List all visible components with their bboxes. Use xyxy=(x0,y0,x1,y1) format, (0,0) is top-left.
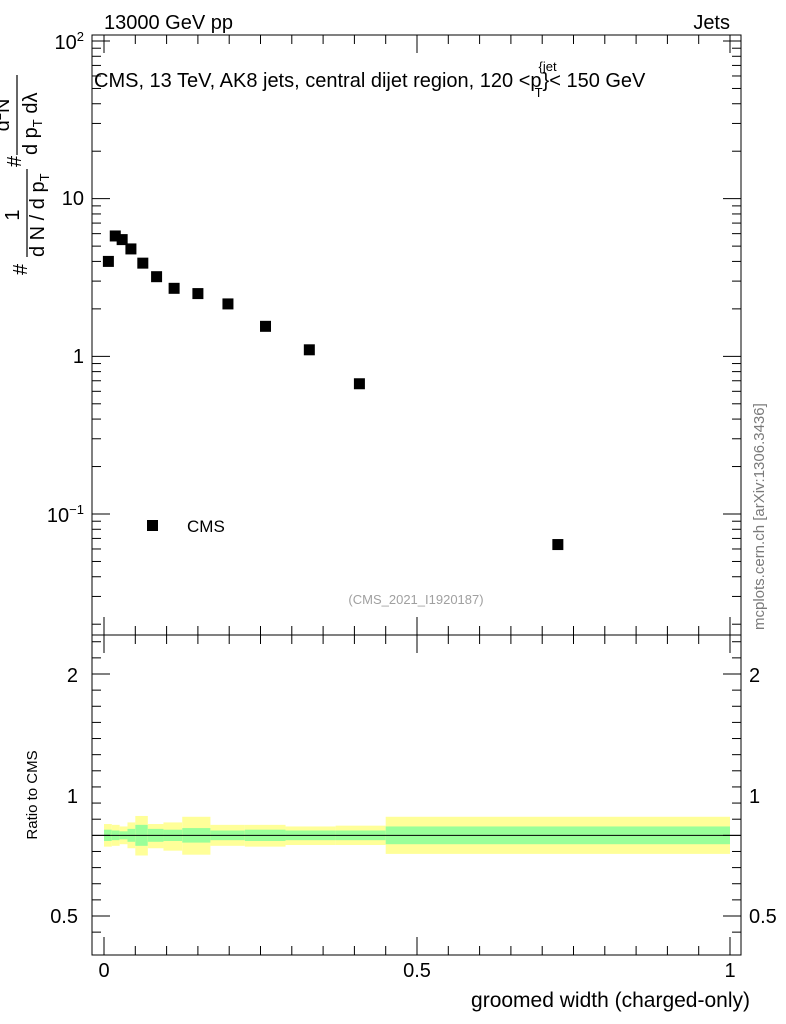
main-data-points xyxy=(102,230,564,551)
data-point xyxy=(137,257,149,269)
ratio-tick-2-right: 2 xyxy=(749,665,760,687)
svg-text:d pT dλ: d pT dλ xyxy=(20,93,45,155)
data-point xyxy=(151,271,163,283)
ratio-tick-2-left: 2 xyxy=(67,665,78,687)
main-plot-frame xyxy=(91,34,742,636)
analysis-watermark: (CMS_2021_I1920187) xyxy=(348,592,483,607)
main-y-tick-labels: 102 10 1 10−1 xyxy=(47,29,84,527)
data-point xyxy=(125,243,137,255)
x-tick-labels: 0 0.5 1 xyxy=(98,960,735,982)
y-tick-label-100: 102 xyxy=(55,29,84,54)
ratio-tick-1-left: 1 xyxy=(67,786,78,808)
source-side-label: mcplots.cern.ch [arXiv:1306.3436] xyxy=(751,403,768,630)
ratio-y-tick-labels: 2 1 0.5 2 1 0.5 xyxy=(50,665,777,928)
ratio-tick-1-right: 1 xyxy=(749,786,760,808)
data-point xyxy=(303,344,315,356)
x-axis-label: groomed width (charged-only) xyxy=(471,989,750,1012)
main-y-axis-label: # 1 d N / d pT # d2N d pT dλ xyxy=(0,75,52,275)
svg-text:d2N: d2N xyxy=(0,99,14,132)
data-point xyxy=(168,282,180,294)
svg-text:d N / d pT: d N / d pT xyxy=(27,173,52,257)
ratio-y-axis-label: Ratio to CMS xyxy=(24,750,41,839)
main-ticks xyxy=(92,35,741,635)
header-left: 13000 GeV pp xyxy=(104,12,233,34)
ratio-tick-0-5-right: 0.5 xyxy=(749,906,777,928)
ratio-plot-frame xyxy=(91,634,742,956)
ratio-ticks xyxy=(92,635,741,955)
data-point xyxy=(353,378,365,390)
header-right: Jets xyxy=(693,12,730,34)
data-point xyxy=(109,230,121,242)
data-point xyxy=(192,288,204,300)
data-point xyxy=(552,539,564,551)
x-tick-0: 0 xyxy=(98,960,109,982)
data-point xyxy=(102,255,114,267)
y-tick-label-1: 1 xyxy=(73,346,84,368)
legend-marker xyxy=(147,520,158,531)
x-tick-0-5: 0.5 xyxy=(403,960,431,982)
y-tick-label-0-1: 10−1 xyxy=(47,502,84,527)
data-point xyxy=(116,234,128,246)
data-point xyxy=(222,298,234,310)
svg-text:#: # xyxy=(4,155,26,167)
svg-text:#: # xyxy=(10,263,32,275)
svg-text:1: 1 xyxy=(2,209,24,220)
x-tick-1: 1 xyxy=(724,960,735,982)
y-tick-label-10: 10 xyxy=(62,188,84,210)
ratio-tick-0-5-left: 0.5 xyxy=(50,906,78,928)
plot-title: CMS, 13 TeV, AK8 jets, central dijet reg… xyxy=(94,59,646,100)
data-point xyxy=(260,320,272,332)
legend-label: CMS xyxy=(187,517,225,536)
